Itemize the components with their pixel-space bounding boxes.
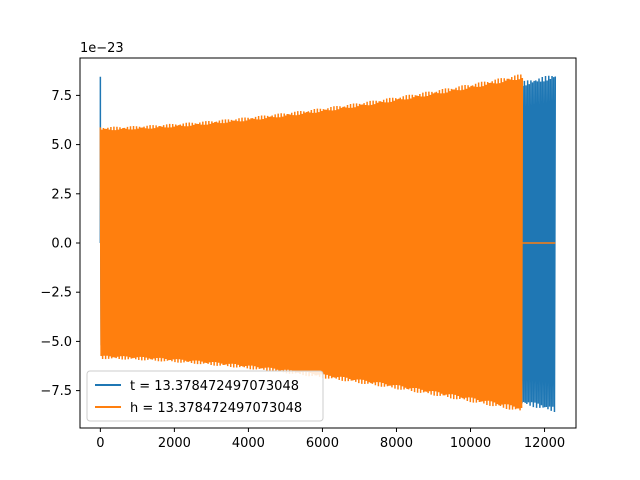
x-tick-label: 8000 [380, 436, 413, 451]
y-tick-label: −7.5 [40, 384, 72, 399]
y-offset-label: 1e−23 [80, 41, 124, 56]
legend: t = 13.378472497073048 h = 13.3784724970… [86, 370, 324, 422]
x-tick-label: 0 [96, 436, 104, 451]
x-tick-label: 2000 [158, 436, 191, 451]
y-tick-label: 5.0 [51, 138, 72, 153]
series-line-1 [99, 74, 524, 411]
y-tick-label: −5.0 [40, 335, 72, 350]
x-tick-label: 12000 [524, 436, 565, 451]
legend-label-h: h = 13.378472497073048 [130, 401, 302, 416]
y-tick-label: 7.5 [51, 89, 72, 104]
legend-box [86, 370, 324, 422]
y-tick-label: 2.5 [51, 187, 72, 202]
x-tick-label: 4000 [232, 436, 265, 451]
y-tick-label: 0.0 [51, 237, 72, 252]
legend-label-t: t = 13.378472497073048 [130, 379, 299, 394]
y-tick-label: −2.5 [40, 286, 72, 301]
x-tick-label: 10000 [450, 436, 491, 451]
x-tick-label: 6000 [306, 436, 339, 451]
